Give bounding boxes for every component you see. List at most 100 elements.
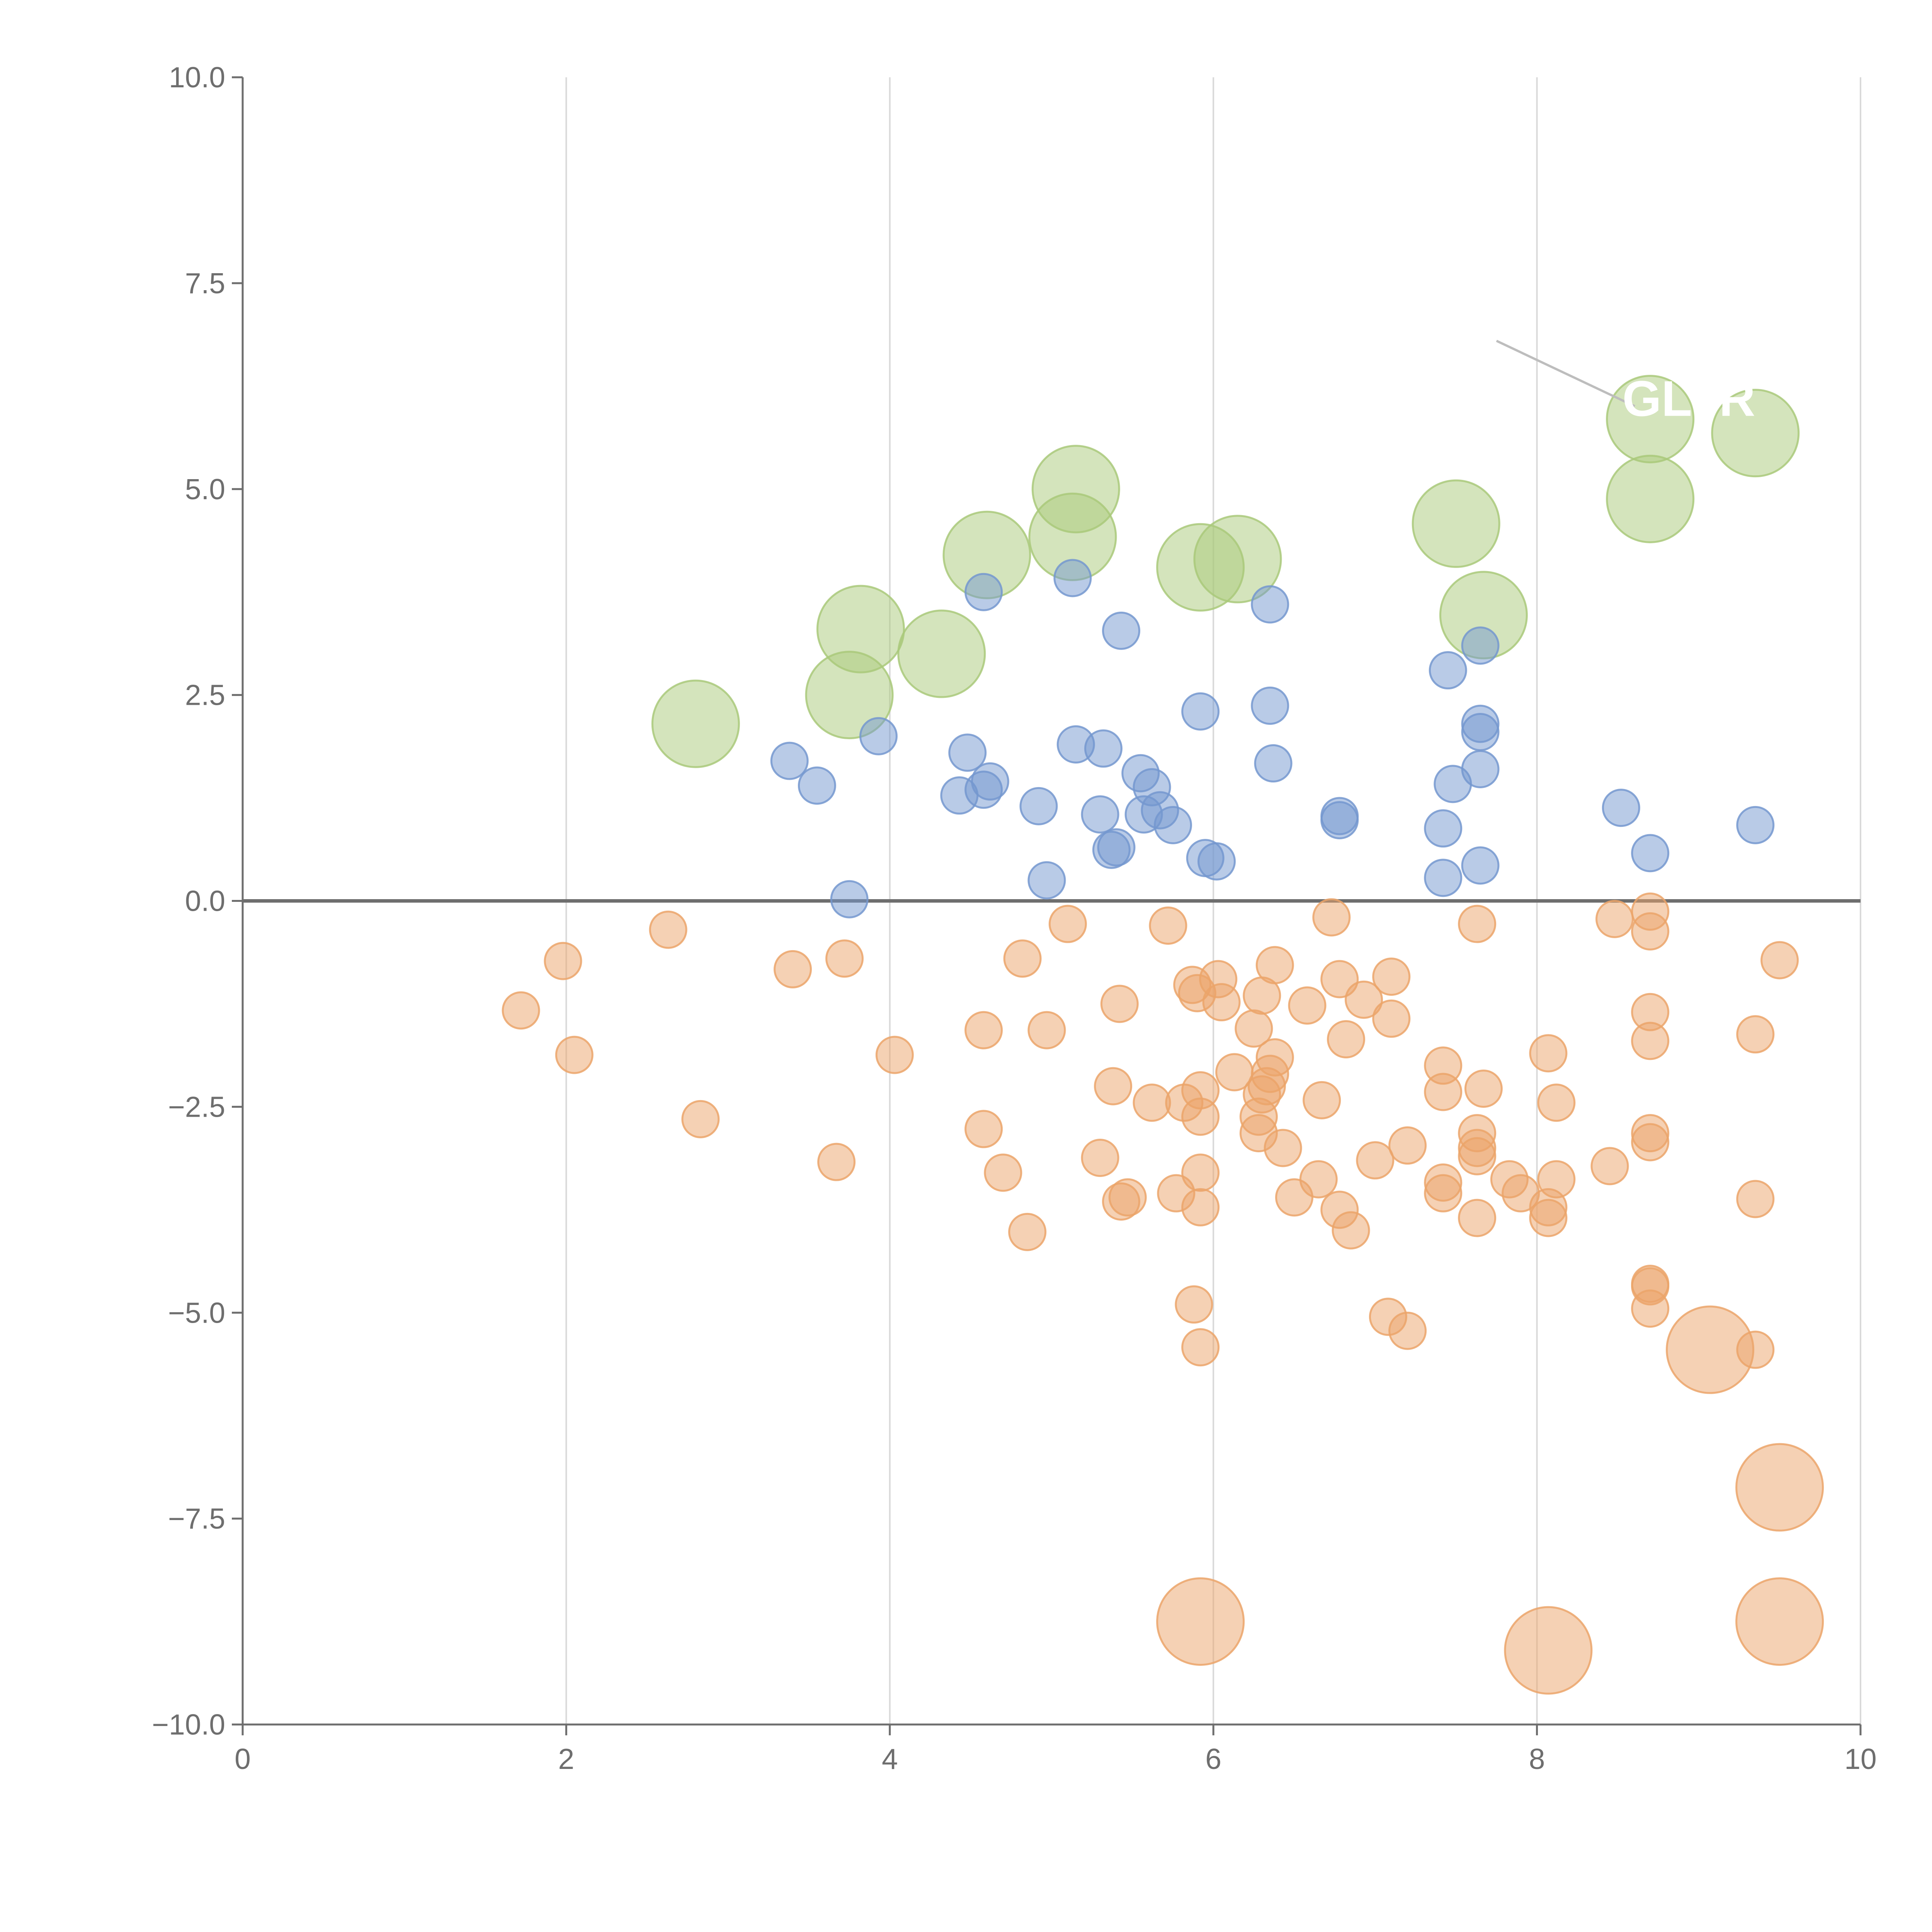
blue-point	[1097, 828, 1136, 867]
orange-point	[1631, 912, 1670, 951]
blue-point	[1102, 611, 1141, 650]
orange-large-point	[1735, 1443, 1824, 1532]
blue-point	[1424, 809, 1463, 848]
blue-point	[1461, 626, 1500, 665]
orange-point	[1255, 1038, 1294, 1077]
blue-point	[1736, 806, 1775, 844]
green-point	[651, 679, 740, 768]
blue-point	[1429, 651, 1467, 690]
blue-point	[1053, 559, 1092, 597]
y-tick-label: 7.5	[185, 267, 225, 299]
orange-point	[1458, 905, 1497, 943]
x-tick-label: 0	[235, 1743, 251, 1775]
blue-point	[1027, 861, 1066, 900]
blue-point	[1019, 787, 1058, 825]
blue-point	[1181, 692, 1220, 731]
blue-point	[1251, 585, 1289, 624]
orange-point	[1312, 898, 1351, 937]
orange-point	[1255, 946, 1294, 985]
orange-point	[502, 991, 540, 1030]
orange-point	[1388, 1126, 1427, 1165]
blue-point	[830, 880, 869, 918]
orange-point	[1149, 906, 1187, 945]
blue-point	[1254, 744, 1293, 783]
data-points	[502, 375, 1824, 1695]
orange-point	[1081, 1139, 1119, 1177]
orange-point	[1288, 986, 1327, 1025]
green-point	[1193, 515, 1282, 604]
orange-point	[1372, 957, 1411, 996]
blue-point	[770, 742, 809, 780]
orange-point	[1133, 1083, 1171, 1122]
orange-point	[1537, 1083, 1576, 1122]
blue-point	[1197, 842, 1236, 881]
orange-large-point	[1735, 1577, 1824, 1666]
orange-large-point	[1504, 1606, 1593, 1695]
y-tick-label: 5.0	[185, 473, 225, 505]
x-tick-label: 8	[1529, 1743, 1545, 1775]
blue-point	[1461, 713, 1500, 752]
orange-point	[1048, 905, 1087, 943]
orange-point	[649, 910, 687, 949]
orange-point	[1202, 983, 1241, 1022]
orange-point	[1175, 1285, 1213, 1324]
orange-point	[1458, 1137, 1497, 1175]
annotation-label: GLTR	[1622, 370, 1755, 427]
orange-point	[1424, 1174, 1463, 1213]
orange-point	[1590, 1147, 1629, 1185]
orange-point	[1003, 939, 1042, 978]
blue-point	[1461, 750, 1500, 788]
blue-point	[859, 717, 898, 755]
orange-point	[1181, 1097, 1220, 1136]
blue-point	[1424, 859, 1463, 897]
orange-point	[1264, 1129, 1302, 1167]
orange-point	[1181, 1188, 1220, 1226]
orange-point	[1537, 1160, 1576, 1199]
x-tick-label: 2	[558, 1743, 575, 1775]
orange-point	[1027, 1011, 1066, 1049]
orange-point	[1108, 1178, 1147, 1217]
orange-point	[555, 1036, 594, 1074]
orange-point	[1631, 1123, 1670, 1162]
orange-point	[1736, 1180, 1775, 1218]
orange-point	[1100, 985, 1139, 1023]
blue-point	[1602, 789, 1640, 827]
x-tick-label: 4	[882, 1743, 898, 1775]
y-tick-label: −2.5	[168, 1090, 225, 1123]
orange-point	[774, 950, 812, 988]
orange-point	[964, 1011, 1003, 1049]
orange-point	[964, 1110, 1003, 1148]
orange-point	[544, 942, 582, 980]
green-point	[897, 609, 986, 698]
blue-point	[1084, 729, 1122, 768]
blue-point	[1154, 806, 1192, 844]
orange-point	[984, 1153, 1022, 1192]
y-tick-label: 0.0	[185, 885, 225, 917]
orange-point	[817, 1143, 856, 1181]
blue-point	[1631, 834, 1670, 872]
annotations: GLTR	[1496, 340, 1755, 427]
orange-point	[1094, 1067, 1133, 1105]
orange-large-point	[1666, 1305, 1755, 1394]
orange-large-point	[1156, 1577, 1245, 1666]
orange-point	[825, 939, 864, 978]
y-tick-label: −10.0	[152, 1708, 225, 1741]
orange-point	[1529, 1199, 1568, 1237]
blue-point	[1081, 795, 1119, 834]
orange-point	[1631, 1289, 1670, 1328]
orange-point	[1631, 1022, 1670, 1060]
blue-point	[1320, 797, 1359, 835]
green-point	[1711, 389, 1800, 478]
blue-point	[948, 733, 987, 772]
y-tick-label: 10.0	[169, 61, 225, 94]
orange-point	[681, 1100, 720, 1138]
green-point	[816, 585, 905, 673]
orange-point	[1424, 1073, 1463, 1111]
orange-point	[1529, 1034, 1568, 1073]
blue-point	[798, 766, 836, 805]
orange-point	[1372, 999, 1411, 1038]
orange-point	[1356, 1141, 1395, 1180]
orange-point	[1008, 1213, 1047, 1251]
green-point	[1412, 479, 1500, 568]
